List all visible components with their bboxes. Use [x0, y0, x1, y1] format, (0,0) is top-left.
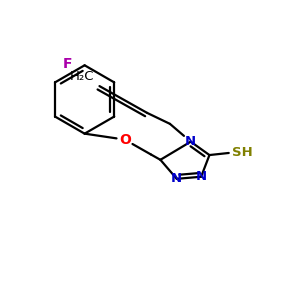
- Text: H₂C: H₂C: [69, 70, 94, 83]
- Text: O: O: [119, 133, 131, 147]
- Text: N: N: [196, 170, 207, 183]
- Text: N: N: [185, 135, 196, 148]
- Text: SH: SH: [232, 146, 253, 160]
- Text: N: N: [171, 172, 182, 185]
- Text: F: F: [63, 57, 73, 71]
